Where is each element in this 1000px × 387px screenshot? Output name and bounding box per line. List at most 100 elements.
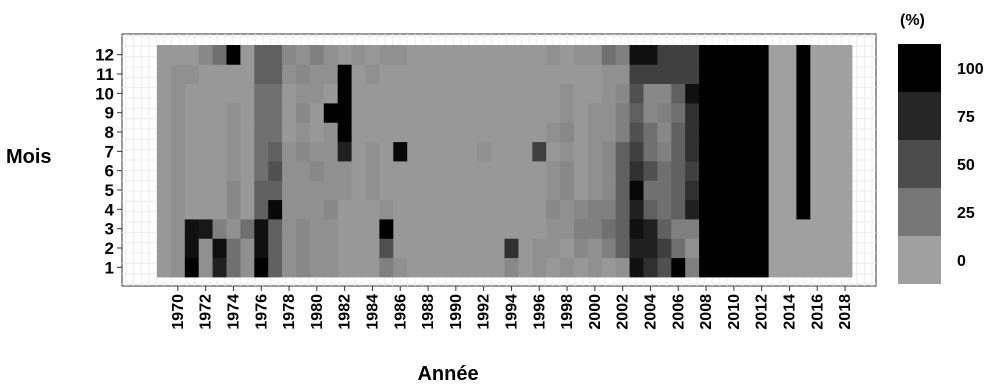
heatmap-cell <box>337 103 352 123</box>
heatmap-cell <box>254 122 269 143</box>
heatmap-cell <box>407 45 422 65</box>
heatmap-cell <box>615 103 630 123</box>
heatmap-cell <box>643 141 658 162</box>
heatmap-cell <box>435 122 450 143</box>
heatmap-cell <box>796 45 811 65</box>
heatmap-cell <box>240 180 255 201</box>
heatmap-cell <box>601 180 617 201</box>
heatmap-cell <box>587 64 603 85</box>
heatmap-cell <box>212 83 227 104</box>
heatmap-cell <box>393 122 408 143</box>
heatmap-cell <box>560 45 575 65</box>
heatmap-cell <box>226 199 241 220</box>
heatmap-cell <box>407 219 422 239</box>
heatmap-cell <box>337 45 352 65</box>
heatmap-cell <box>379 180 394 201</box>
x-tick-label: 2004 <box>642 294 659 330</box>
heatmap-cell <box>462 64 478 85</box>
heatmap-cell <box>296 219 311 239</box>
heatmap-cell <box>699 238 714 259</box>
heatmap-cell <box>157 199 172 220</box>
heatmap-cell <box>157 83 172 104</box>
heatmap-cell <box>157 238 172 259</box>
heatmap-cell <box>157 219 172 239</box>
heatmap-cell <box>768 64 783 85</box>
heatmap-cell <box>421 103 436 123</box>
legend-swatch <box>898 140 941 188</box>
heatmap-cell <box>309 64 325 85</box>
heatmap-cell <box>351 64 366 85</box>
y-tick-label: 8 <box>105 123 114 142</box>
heatmap-cell <box>268 83 283 104</box>
heatmap-cell <box>782 180 797 201</box>
heatmap-cell <box>407 83 422 104</box>
heatmap-cell <box>587 238 603 259</box>
heatmap-cell <box>726 180 742 201</box>
heatmap-cell <box>740 141 756 162</box>
heatmap-cell <box>184 122 200 143</box>
heatmap-cell <box>754 83 769 104</box>
heatmap-cell <box>323 64 339 85</box>
heatmap-cell <box>615 219 630 239</box>
heatmap-cell <box>268 122 283 143</box>
heatmap-cell <box>379 141 394 162</box>
heatmap-cell <box>184 103 200 123</box>
heatmap-cell <box>379 257 394 278</box>
heatmap-cell <box>504 45 519 65</box>
heatmap-cell <box>629 180 644 201</box>
heatmap-cell <box>490 238 505 259</box>
heatmap-cell <box>546 180 561 201</box>
heatmap-cell <box>282 103 297 123</box>
heatmap-cell <box>643 199 658 220</box>
heatmap-cell <box>671 238 686 259</box>
heatmap-cell <box>435 219 450 239</box>
heatmap-cell <box>713 141 728 162</box>
heatmap-cell <box>518 122 533 143</box>
x-tick-label: 1982 <box>337 294 354 330</box>
heatmap-cell <box>504 122 519 143</box>
heatmap-cell <box>629 103 644 123</box>
heatmap-cell <box>490 199 505 220</box>
heatmap-cell <box>657 122 672 143</box>
heatmap-cell <box>699 45 714 65</box>
heatmap-cell <box>393 219 408 239</box>
x-tick-label: 1976 <box>253 294 270 330</box>
heatmap-cell <box>184 219 200 239</box>
heatmap-cell <box>323 219 339 239</box>
heatmap-cell <box>365 141 380 162</box>
heatmap-cell <box>838 122 853 143</box>
heatmap-cell <box>254 64 269 85</box>
legend-label: 100 <box>957 61 984 78</box>
heatmap-cell <box>740 83 756 104</box>
heatmap-cell <box>268 103 283 123</box>
heatmap-cell <box>546 161 561 181</box>
heatmap-cell <box>574 199 589 220</box>
heatmap-cell <box>726 141 742 162</box>
heatmap-cell <box>448 161 464 181</box>
heatmap-cell <box>365 180 380 201</box>
heatmap-cell <box>504 199 519 220</box>
heatmap-cell <box>657 219 672 239</box>
heatmap-cell <box>754 161 769 181</box>
heatmap-cell <box>365 122 380 143</box>
heatmap-cell <box>170 257 186 278</box>
heatmap-cell <box>282 64 297 85</box>
heatmap-cell <box>365 238 380 259</box>
heatmap-cell <box>296 161 311 181</box>
heatmap-cell <box>629 199 644 220</box>
heatmap-cell <box>323 45 339 65</box>
heatmap-cell <box>393 141 408 162</box>
x-axis-title: Année <box>417 363 478 385</box>
heatmap-cell <box>699 83 714 104</box>
heatmap-cell <box>407 257 422 278</box>
heatmap-cell <box>574 219 589 239</box>
heatmap-cell <box>268 180 283 201</box>
heatmap-cell <box>657 238 672 259</box>
heatmap-cell <box>685 199 700 220</box>
legend-label: 75 <box>957 109 975 126</box>
heatmap-cell <box>157 257 172 278</box>
heatmap-cell <box>212 257 227 278</box>
heatmap-cell <box>184 257 200 278</box>
heatmap-cell <box>170 219 186 239</box>
heatmap-cell <box>462 257 478 278</box>
